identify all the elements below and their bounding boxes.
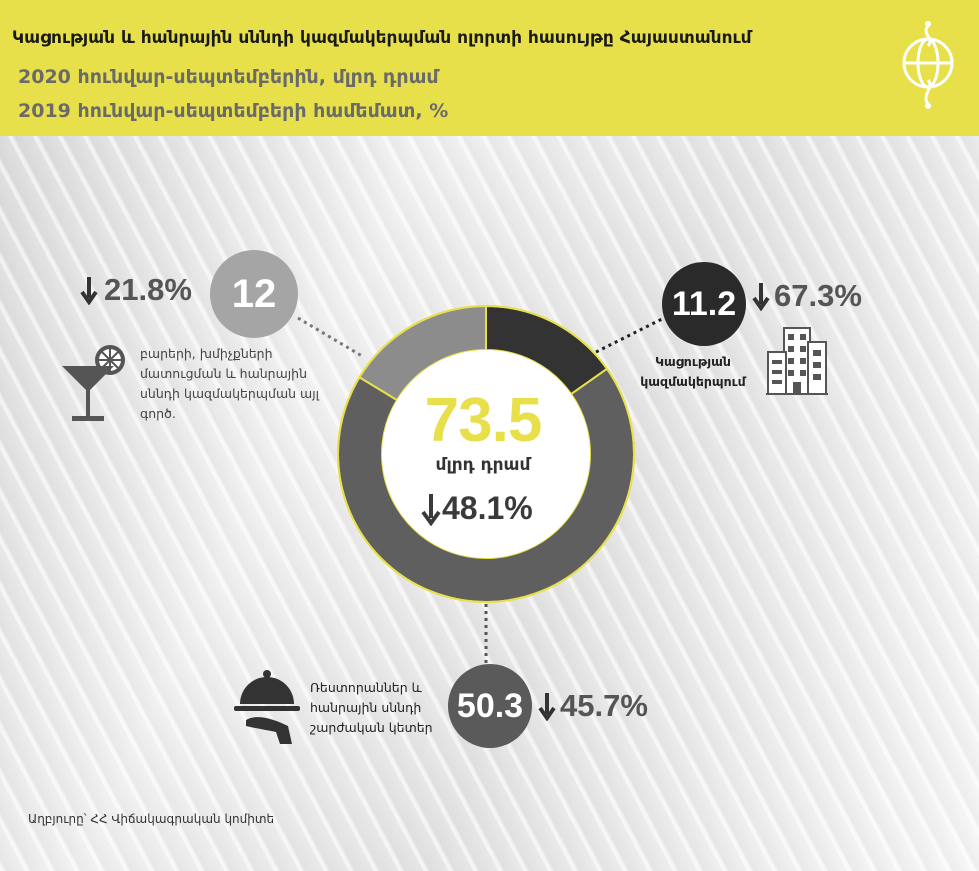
arrow-down-icon <box>421 493 441 526</box>
bars-label-line2: մատուցման և հանրային <box>140 366 308 381</box>
arrow-down-icon <box>80 277 98 305</box>
donut-hole <box>382 350 590 558</box>
arrow-down-icon <box>752 283 770 311</box>
bubble-bars: 12 <box>210 250 298 338</box>
restaurants-label-line2: հանրային սննդի <box>310 700 422 715</box>
accommodation-label-line1: Կացության <box>655 354 731 369</box>
building-icon <box>766 327 828 395</box>
header-banner: Կացության և հանրային սննդի կազմակերպման … <box>0 0 979 136</box>
accommodation-label-line2: կազմակերպում <box>640 374 746 389</box>
bars-label-line4: գործ. <box>140 406 176 421</box>
chart-title: Կացության և հանրային սննդի կազմակերպման … <box>12 28 752 48</box>
connector-accommodation <box>595 314 669 354</box>
restaurants-change: 45.7% <box>538 688 648 724</box>
chart-subtitle-period: 2020 հունվար-սեպտեմբերին, մլրդ դրամ <box>18 66 439 88</box>
bars-label: բարերի, խմիչքների մատուցման և հանրային ս… <box>140 344 340 424</box>
bars-label-line1: բարերի, խմիչքների <box>140 346 273 361</box>
accommodation-value: 11.2 <box>671 284 737 323</box>
bars-change-label: 21.8% <box>104 272 192 307</box>
logo-icon <box>902 21 954 109</box>
restaurants-label-line3: շարժական կետեր <box>310 720 433 735</box>
restaurants-change-label: 45.7% <box>560 688 648 723</box>
donut-ring <box>337 304 635 604</box>
restaurants-label-line1: Ռեստորաններ և <box>310 680 422 695</box>
donut-outer-rim <box>337 305 635 603</box>
cocktail-glass-icon <box>62 345 125 421</box>
bubble-accommodation: 11.2 <box>662 262 746 346</box>
total-unit: մլրդ դրամ <box>435 455 531 475</box>
restaurants-value: 50.3 <box>456 686 524 725</box>
cloche-serving-icon <box>234 670 300 744</box>
accommodation-label: Կացության կազմակերպում <box>628 352 758 392</box>
total-value: 73.5 <box>424 386 543 455</box>
source-note: Աղբյուրը՝ ՀՀ Վիճակագրական կոմիտե <box>28 812 275 826</box>
bars-change: 21.8% <box>80 272 192 308</box>
bubble-restaurants: 50.3 <box>448 664 532 748</box>
accommodation-change: 67.3% <box>752 278 862 314</box>
bars-value: 12 <box>231 271 277 316</box>
total-change-label: 48.1% <box>442 490 533 526</box>
total-change: 48.1% <box>420 490 560 527</box>
connector-bars <box>297 316 363 358</box>
restaurants-label: Ռեստորաններ և հանրային սննդի շարժական կե… <box>310 678 450 738</box>
arrow-down-icon <box>538 693 556 721</box>
bars-label-line3: սննդի կազմակերպման այլ <box>140 386 319 401</box>
chart-subtitle-comparison: 2019 հունվար-սեպտեմբերի համեմատ, % <box>18 100 449 122</box>
accommodation-change-label: 67.3% <box>774 278 862 313</box>
